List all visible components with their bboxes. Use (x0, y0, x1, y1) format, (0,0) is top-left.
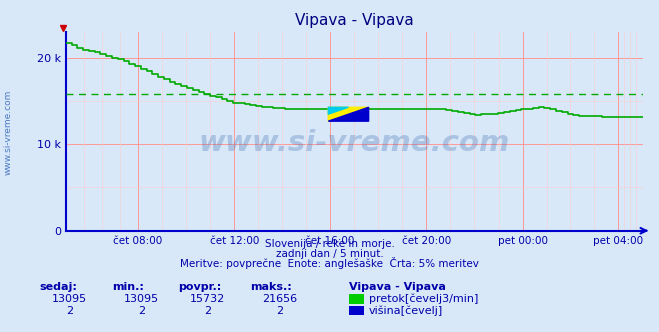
Text: min.:: min.: (112, 283, 144, 292)
Polygon shape (328, 107, 349, 114)
Text: zadnji dan / 5 minut.: zadnji dan / 5 minut. (275, 249, 384, 259)
Text: 2: 2 (277, 306, 283, 316)
Text: maks.:: maks.: (250, 283, 292, 292)
Text: Vipava - Vipava: Vipava - Vipava (349, 283, 446, 292)
Text: Meritve: povprečne  Enote: anglešaške  Črta: 5% meritev: Meritve: povprečne Enote: anglešaške Črt… (180, 257, 479, 269)
Text: pretok[čevelj3/min]: pretok[čevelj3/min] (369, 293, 478, 304)
Text: www.si-vreme.com: www.si-vreme.com (4, 90, 13, 176)
Text: 21656: 21656 (262, 294, 298, 304)
Polygon shape (328, 107, 368, 121)
Text: povpr.:: povpr.: (178, 283, 221, 292)
Text: 2: 2 (138, 306, 145, 316)
Title: Vipava - Vipava: Vipava - Vipava (295, 13, 414, 28)
Text: 2: 2 (66, 306, 72, 316)
Text: www.si-vreme.com: www.si-vreme.com (198, 129, 510, 157)
Polygon shape (328, 107, 368, 121)
Text: Slovenija / reke in morje.: Slovenija / reke in morje. (264, 239, 395, 249)
Text: sedaj:: sedaj: (40, 283, 77, 292)
Text: 13095: 13095 (51, 294, 87, 304)
Text: višina[čevelj]: višina[čevelj] (369, 305, 444, 316)
Text: 2: 2 (204, 306, 211, 316)
Text: 15732: 15732 (190, 294, 225, 304)
Text: 13095: 13095 (124, 294, 159, 304)
